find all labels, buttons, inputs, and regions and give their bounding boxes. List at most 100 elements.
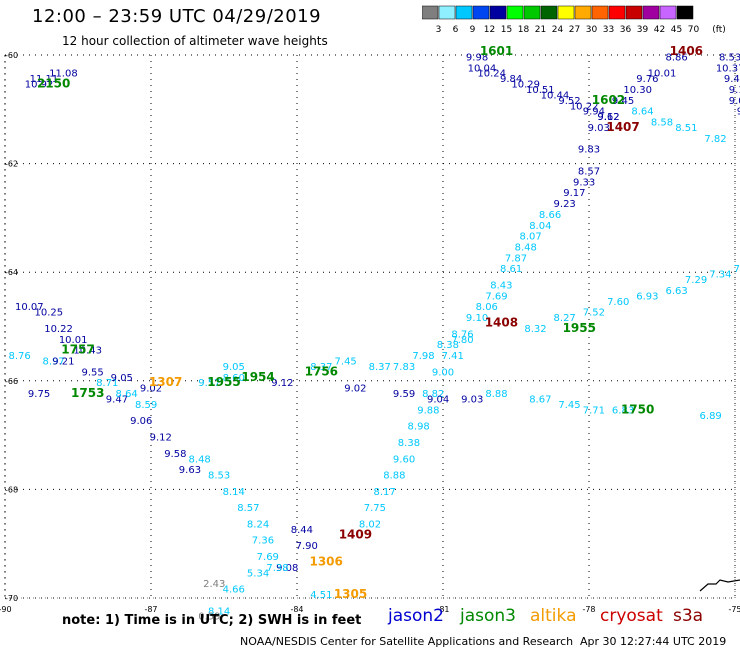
- legend-swatch: [506, 5, 524, 20]
- wave-height-value: 7.53: [734, 264, 740, 275]
- pass-time-label: 1408: [485, 316, 518, 330]
- wave-height-value: 7.60: [607, 297, 629, 308]
- wave-height-value: 8.27: [554, 313, 576, 324]
- wave-height-value: 8.48: [515, 242, 537, 253]
- wave-height-value: 9.88: [417, 405, 439, 416]
- legend-swatch: [591, 5, 609, 20]
- latitude-label: -66: [5, 377, 18, 386]
- wave-height-value: 9.12: [150, 433, 172, 444]
- wave-height-value: 2.43: [203, 579, 225, 590]
- satellite-cryosat: cryosat: [600, 606, 663, 626]
- pass-time-label: 1602: [592, 93, 625, 107]
- coastline-segment: [699, 579, 740, 592]
- wave-height-value: 9.45: [612, 96, 634, 107]
- wave-height-value: 6.89: [700, 411, 722, 422]
- wave-height-value: 8.24: [247, 519, 269, 530]
- wave-height-value: 7.41: [442, 351, 464, 362]
- wave-height-value: 7.98: [412, 351, 434, 362]
- wave-height-value: 7.83: [393, 362, 415, 373]
- wave-height-value: 7.36: [252, 536, 274, 547]
- longitude-label: -81: [436, 605, 449, 614]
- legend-level: 45: [671, 25, 682, 35]
- wave-height-value: 8.38: [398, 438, 420, 449]
- wave-height-value: 8.86: [665, 52, 687, 63]
- legend-level: 70: [688, 25, 700, 35]
- wave-height-value: 0.59: [198, 612, 220, 623]
- longitude-label: -90: [0, 605, 12, 614]
- legend-level: 36: [620, 25, 632, 35]
- wave-height-value: 10.07: [15, 302, 44, 313]
- legend-unit: (ft): [712, 25, 726, 35]
- legend-swatch: [574, 5, 592, 20]
- wave-height-value: 8.07: [519, 232, 541, 243]
- wave-height-value: 9.03: [588, 123, 610, 134]
- wave-height-value: 5.34: [247, 568, 269, 579]
- wave-height-value: 9.60: [393, 454, 415, 465]
- wave-height-value: 9.57: [198, 378, 220, 389]
- legend-swatch: [489, 5, 507, 20]
- wave-height-value: 7.87: [505, 253, 527, 264]
- wave-height-value: 8.82: [422, 389, 444, 400]
- wave-height-value: 7.90: [296, 541, 318, 552]
- wave-height-value: 8.32: [524, 324, 546, 335]
- wave-height-value: 9.63: [179, 465, 201, 476]
- legend-swatch: [438, 5, 456, 20]
- wave-height-value: 11.08: [49, 69, 78, 80]
- wave-height-value: 7.34: [709, 270, 731, 281]
- wave-height-value: 7.45: [335, 357, 357, 368]
- wave-height-value: 8.48: [189, 454, 211, 465]
- wave-height-value: 7.45: [558, 400, 580, 411]
- legend-level: 39: [637, 25, 649, 35]
- wave-height-values: 10.9211.1111.089.9810.0410.249.8410.2910…: [8, 52, 740, 622]
- wave-height-value: 9.75: [28, 389, 50, 400]
- wave-height-value: 9.10: [466, 313, 488, 324]
- credit-text: NOAA/NESDIS Center for Satellite Applica…: [240, 635, 574, 648]
- wave-height-value: 7.69: [257, 552, 279, 563]
- wave-height-value: 9.55: [81, 367, 103, 378]
- wave-height-value: 8.57: [578, 166, 600, 177]
- satellite-jason2: jason2: [388, 606, 444, 626]
- wave-height-value: 8.43: [490, 280, 512, 291]
- map-frame: [4, 54, 736, 599]
- wave-height-value: 9.05: [223, 362, 245, 373]
- wave-height-value: 8.06: [476, 302, 498, 313]
- coastline: [699, 579, 740, 592]
- pass-time-label: 1406: [670, 44, 703, 58]
- page-title: 12:00 – 23:59 UTC 04/29/2019: [32, 6, 322, 27]
- wave-height-value: 10.01: [59, 335, 88, 346]
- graticule: [4, 54, 736, 599]
- wave-height-value: 8.53: [208, 471, 230, 482]
- legend-level: 9: [470, 25, 476, 35]
- wave-height-value: 9.76: [636, 74, 658, 85]
- wave-height-value: 9.58: [164, 449, 186, 460]
- wave-height-value: 8.57: [237, 503, 259, 514]
- legend-swatch: [540, 5, 558, 20]
- wave-height-value: 8.61: [500, 264, 522, 275]
- wave-height-value: 9.02: [140, 384, 162, 395]
- latitude-label: -70: [5, 594, 18, 603]
- wave-height-value: 7.82: [704, 134, 726, 145]
- wave-height-value: 8.51: [675, 123, 697, 134]
- wave-height-value: 9.02: [344, 384, 366, 395]
- wave-height-value: 8.76: [451, 329, 473, 340]
- legend-level: 6: [453, 25, 459, 35]
- axis-labels: -60 -62 -64 -66 -68 -70 -90 -87 -84 -81 -78 -75: [0, 51, 740, 614]
- satellite-altika: altika: [530, 606, 577, 626]
- pass-time-label: 1757: [61, 343, 94, 357]
- wave-height-value: 8.98: [408, 422, 430, 433]
- note-text: note: 1) Time is in UTC; 2) SWH is in fe…: [62, 613, 362, 628]
- wave-height-value: 9.59: [393, 389, 415, 400]
- pass-time-label: 1756: [305, 364, 338, 378]
- wave-height-value: 9.83: [578, 145, 600, 156]
- pass-time-labels: 2150 1601 1602 1406 1407 1408 1409 1955 1757 1955…: [37, 44, 703, 601]
- wave-height-value: 9.94: [583, 107, 605, 118]
- wave-height-value: 8.88: [485, 389, 507, 400]
- legend-level: 21: [535, 25, 546, 35]
- latitude-label: -62: [5, 160, 18, 169]
- wave-height-value: 9.52: [558, 96, 580, 107]
- wave-height-value: 9.33: [573, 177, 595, 188]
- legend-swatch: [455, 5, 473, 20]
- wave-height-value: 9.17: [563, 188, 585, 199]
- wave-height-value: 7.71: [583, 405, 605, 416]
- wave-height-value: 8.37: [310, 362, 332, 373]
